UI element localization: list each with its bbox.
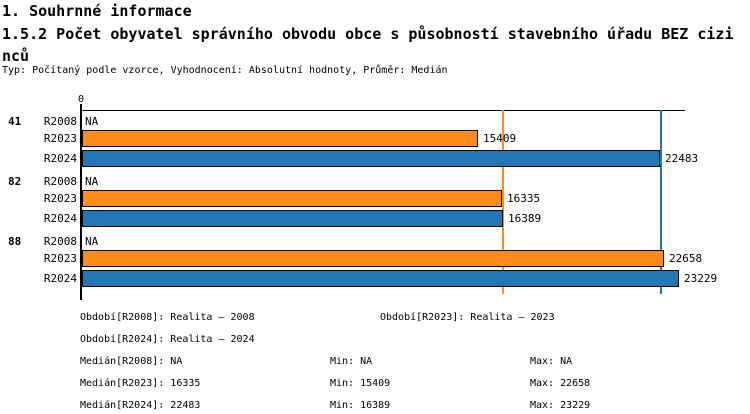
series-label: R2008 (43, 115, 77, 128)
x-axis-zero-label: 0 (77, 94, 85, 105)
indicator-title-line2: nců (2, 47, 30, 65)
bar-r2024 (82, 210, 503, 227)
chart-subtitle: Typ: Počítaný podle vzorce, Vyhodnocení:… (2, 65, 448, 76)
bar-r2023 (82, 250, 664, 267)
bar-row-na: R2008 NA (0, 235, 750, 248)
series-label: R2024 (43, 272, 77, 285)
bar-value-label: 22483 (665, 152, 699, 165)
bar-row: R2024 23229 (0, 270, 750, 287)
group-label-41: 41 (8, 115, 22, 128)
series-label: R2008 (43, 235, 77, 248)
bar-row-na: R2008 NA (0, 115, 750, 128)
page-title: 1. Souhrnné informace (2, 2, 192, 20)
series-label: R2024 (43, 152, 77, 165)
na-label: NA (85, 115, 99, 128)
y-axis-line (80, 104, 82, 300)
legend-period-r2008: Období[R2008]: Realita – 2008 (80, 312, 255, 323)
legend-period-r2023: Období[R2023]: Realita – 2023 (380, 312, 555, 323)
legend-period-r2024: Období[R2024]: Realita – 2024 (80, 334, 255, 345)
bar-row: R2024 16389 (0, 210, 750, 227)
bar-row: R2023 15409 (0, 130, 750, 147)
indicator-title-line1: 1.5.2 Počet obyvatel správního obvodu ob… (2, 25, 734, 43)
stat-median-r2024: Medián[R2024]: 22483 (80, 400, 201, 411)
median-line-r2024 (660, 110, 662, 294)
bar-row: R2024 22483 (0, 150, 750, 167)
group-label-88: 88 (8, 235, 22, 248)
bar-r2024 (82, 270, 679, 287)
bar-value-label: 16335 (507, 192, 541, 205)
stat-median-r2008: Medián[R2008]: NA (80, 356, 183, 367)
stat-median-r2023: Medián[R2023]: 16335 (80, 378, 201, 389)
series-label: R2023 (43, 132, 77, 145)
series-label: R2024 (43, 212, 77, 225)
bar-value-label: 16389 (508, 212, 542, 225)
bar-r2023 (82, 190, 502, 207)
bar-row-na: R2008 NA (0, 175, 750, 188)
stat-max-r2023: Max: 22658 (530, 378, 591, 389)
series-label: R2008 (43, 175, 77, 188)
stat-min-r2024: Min: 16389 (330, 400, 391, 411)
na-label: NA (85, 175, 99, 188)
series-label: R2023 (43, 192, 77, 205)
bar-row: R2023 16335 (0, 190, 750, 207)
bar-value-label: 23229 (684, 272, 718, 285)
stat-min-r2023: Min: 15409 (330, 378, 391, 389)
group-label-82: 82 (8, 175, 22, 188)
bar-row: R2023 22658 (0, 250, 750, 267)
series-label: R2023 (43, 252, 77, 265)
bar-value-label: 22658 (669, 252, 703, 265)
stat-min-r2008: Min: NA (330, 356, 373, 367)
x-axis-top-line (81, 110, 685, 111)
median-line-r2023 (502, 110, 504, 294)
stat-max-r2024: Max: 23229 (530, 400, 591, 411)
bar-r2024 (82, 150, 660, 167)
bar-r2023 (82, 130, 478, 147)
stat-max-r2008: Max: NA (530, 356, 573, 367)
bar-value-label: 15409 (483, 132, 517, 145)
na-label: NA (85, 235, 99, 248)
